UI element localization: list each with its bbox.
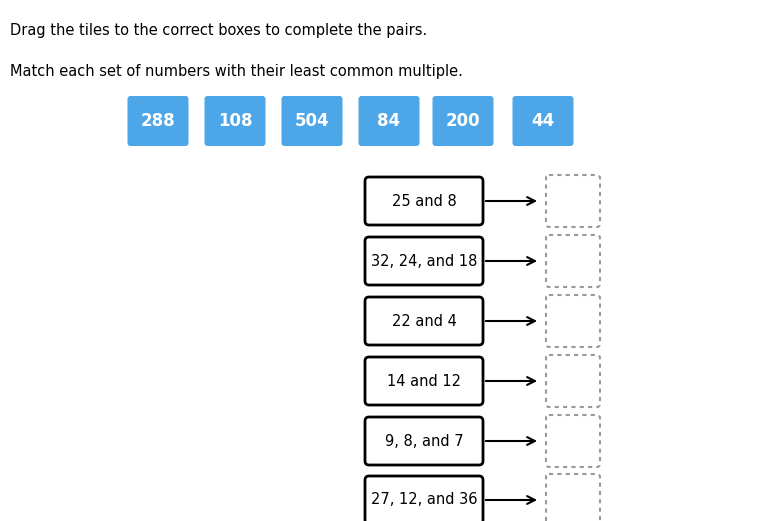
FancyBboxPatch shape bbox=[281, 96, 343, 146]
FancyBboxPatch shape bbox=[365, 177, 483, 225]
FancyBboxPatch shape bbox=[365, 417, 483, 465]
Text: Match each set of numbers with their least common multiple.: Match each set of numbers with their lea… bbox=[10, 64, 463, 79]
Text: 44: 44 bbox=[531, 112, 555, 130]
Text: 200: 200 bbox=[446, 112, 481, 130]
FancyBboxPatch shape bbox=[359, 96, 419, 146]
Text: 108: 108 bbox=[218, 112, 252, 130]
FancyBboxPatch shape bbox=[365, 237, 483, 285]
FancyBboxPatch shape bbox=[546, 235, 600, 287]
FancyBboxPatch shape bbox=[205, 96, 265, 146]
FancyBboxPatch shape bbox=[546, 474, 600, 521]
Text: 504: 504 bbox=[295, 112, 329, 130]
FancyBboxPatch shape bbox=[365, 476, 483, 521]
FancyBboxPatch shape bbox=[512, 96, 574, 146]
Text: 14 and 12: 14 and 12 bbox=[387, 374, 461, 389]
Text: 22 and 4: 22 and 4 bbox=[392, 314, 456, 329]
Text: Drag the tiles to the correct boxes to complete the pairs.: Drag the tiles to the correct boxes to c… bbox=[10, 23, 428, 38]
FancyBboxPatch shape bbox=[127, 96, 189, 146]
Text: 9, 8, and 7: 9, 8, and 7 bbox=[385, 433, 463, 449]
FancyBboxPatch shape bbox=[546, 415, 600, 467]
FancyBboxPatch shape bbox=[546, 355, 600, 407]
Text: 32, 24, and 18: 32, 24, and 18 bbox=[371, 254, 478, 268]
Text: 27, 12, and 36: 27, 12, and 36 bbox=[371, 492, 478, 507]
FancyBboxPatch shape bbox=[433, 96, 493, 146]
Text: 288: 288 bbox=[141, 112, 175, 130]
FancyBboxPatch shape bbox=[365, 297, 483, 345]
Text: 25 and 8: 25 and 8 bbox=[392, 193, 456, 208]
FancyBboxPatch shape bbox=[365, 357, 483, 405]
Text: 84: 84 bbox=[377, 112, 400, 130]
FancyBboxPatch shape bbox=[546, 295, 600, 347]
FancyBboxPatch shape bbox=[546, 175, 600, 227]
